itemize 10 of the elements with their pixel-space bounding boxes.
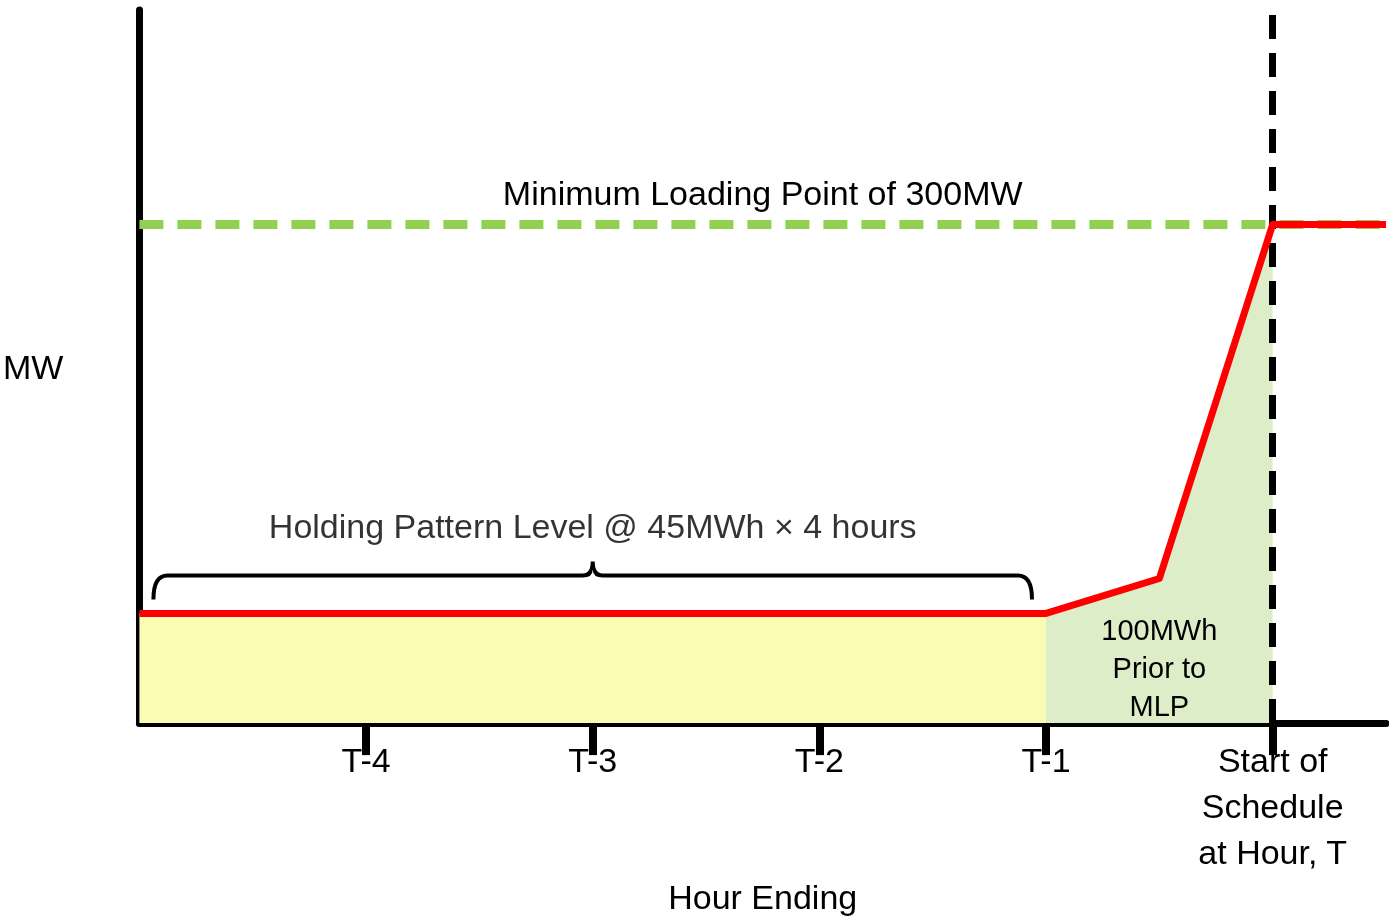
annotation: Holding Pattern Level @ 45MWh × 4 hours [268, 507, 917, 546]
x-axis-title: Hour Ending [668, 878, 858, 916]
x-tick-label: T-1 [1021, 741, 1071, 780]
x-tick-label: T-3 [568, 741, 618, 780]
ref-line-label: Minimum Loading Point of 300MW [502, 174, 1023, 213]
x-tick-label: Start of Schedule at Hour, T [1198, 741, 1348, 872]
annotation: 100MWh Prior to MLP [1101, 614, 1218, 723]
x-tick-label: T-4 [341, 741, 391, 780]
x-tick-label: T-2 [794, 741, 844, 780]
y-axis-title: MW [2, 347, 64, 386]
